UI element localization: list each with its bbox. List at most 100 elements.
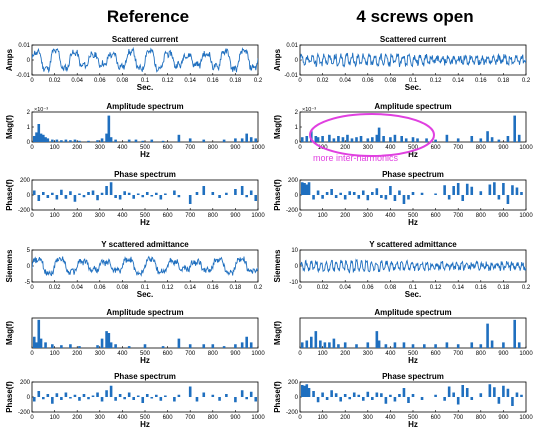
x-tick-label: 1000	[251, 415, 265, 421]
bar	[69, 397, 72, 399]
bar	[352, 192, 356, 195]
bar	[389, 186, 392, 195]
bar	[502, 183, 505, 195]
x-tick-label: 200	[72, 415, 83, 421]
x-tick-label: 800	[476, 351, 487, 357]
bar	[375, 134, 379, 142]
bar	[375, 392, 379, 397]
bar	[240, 186, 244, 195]
y-tick-label: 0	[27, 395, 31, 401]
bar	[359, 136, 363, 142]
x-tick-label: 300	[95, 213, 106, 219]
bar	[321, 136, 324, 142]
bar	[254, 138, 258, 142]
bar	[305, 340, 309, 348]
x-tick-label: 400	[117, 213, 128, 219]
bar	[434, 139, 437, 142]
bar	[118, 394, 122, 397]
x-tick-label: 600	[431, 351, 442, 357]
x-tick-label: 400	[117, 351, 128, 357]
bar	[37, 319, 41, 348]
x-tick-label: 0.12	[430, 78, 442, 84]
bar	[143, 344, 147, 348]
bar	[37, 195, 41, 201]
bar	[240, 390, 244, 397]
x-tick-label: 200	[72, 145, 83, 151]
bar	[325, 397, 329, 400]
x-tick-label: 300	[95, 145, 106, 151]
x-tick-label: 1000	[519, 145, 533, 151]
panel-title: Phase spectrum	[114, 170, 176, 179]
bar	[434, 344, 437, 348]
bar	[150, 397, 154, 399]
y-tick-label: 0	[295, 395, 299, 401]
x-tick-label: 800	[208, 415, 219, 421]
x-tick-label: 0.2	[522, 78, 531, 84]
bar	[127, 192, 131, 195]
bar	[323, 342, 327, 348]
x-tick-label: 700	[453, 415, 464, 421]
bar	[375, 188, 379, 195]
x-tick-label: 400	[117, 145, 128, 151]
bar	[447, 195, 451, 200]
bar	[443, 397, 446, 401]
bar	[400, 136, 403, 142]
x-tick-label: 0.02	[317, 285, 329, 291]
x-tick-label: 800	[476, 415, 487, 421]
y-tick-label: 200	[288, 380, 299, 386]
bar	[330, 189, 333, 195]
panel-open-phase-2: Phase spectrum 0 100 200 300 400 500 600 700 800 9…	[273, 372, 533, 429]
bar	[249, 137, 253, 142]
bar	[249, 342, 253, 348]
bar	[39, 133, 43, 142]
x-tick-label: 700	[453, 351, 464, 357]
panel-title: Phase spectrum	[382, 170, 444, 179]
x-tick-label: 100	[50, 213, 61, 219]
bar	[361, 397, 365, 401]
bar	[136, 395, 140, 397]
bar	[123, 397, 126, 400]
bar	[513, 115, 516, 142]
bar	[339, 192, 342, 195]
bar	[202, 186, 206, 195]
bar	[107, 115, 111, 142]
bar	[511, 185, 514, 195]
bar	[384, 344, 388, 348]
bar	[51, 397, 54, 404]
x-tick-label: 600	[163, 415, 174, 421]
bar	[141, 195, 145, 198]
bar	[452, 392, 455, 397]
bar	[321, 392, 324, 397]
bar	[310, 336, 313, 348]
bar	[188, 344, 192, 348]
x-tick-label: 0.2	[254, 78, 263, 84]
bar	[188, 386, 192, 397]
bar	[202, 392, 206, 397]
x-tick-label: 600	[431, 145, 442, 151]
bar	[55, 393, 59, 397]
panel-open-amp-2: Amplitude spectrum 0 100 200 300 400 500 600 700…	[273, 308, 533, 365]
x-tick-label: 0.18	[498, 78, 510, 84]
bar	[155, 192, 158, 195]
y-tick-label: -200	[18, 410, 31, 416]
panel-ref-current: Scattered current 0 0.02 0.04 0.06 0.08 0.1 0.1…	[5, 35, 263, 92]
bar	[380, 393, 383, 397]
bar	[240, 342, 244, 348]
x-tick-label: 0.14	[184, 285, 196, 291]
bar	[303, 183, 306, 195]
panel-ref-phase-2: Phase spectrum 0 100 200 300 400 500 600 700 800 9…	[5, 372, 265, 429]
bar	[177, 134, 181, 142]
x-tick-label: 500	[408, 415, 419, 421]
bar	[78, 346, 81, 348]
bar	[44, 342, 47, 348]
bar	[330, 390, 333, 397]
panel-title: Amplitude spectrum	[106, 308, 183, 317]
bar	[366, 138, 370, 142]
bar	[118, 195, 122, 200]
bar	[506, 195, 510, 204]
bar	[497, 397, 501, 404]
bar	[371, 397, 374, 400]
x-tick-label: 0.16	[475, 285, 487, 291]
bar	[393, 397, 397, 402]
x-tick-label: 800	[208, 213, 219, 219]
